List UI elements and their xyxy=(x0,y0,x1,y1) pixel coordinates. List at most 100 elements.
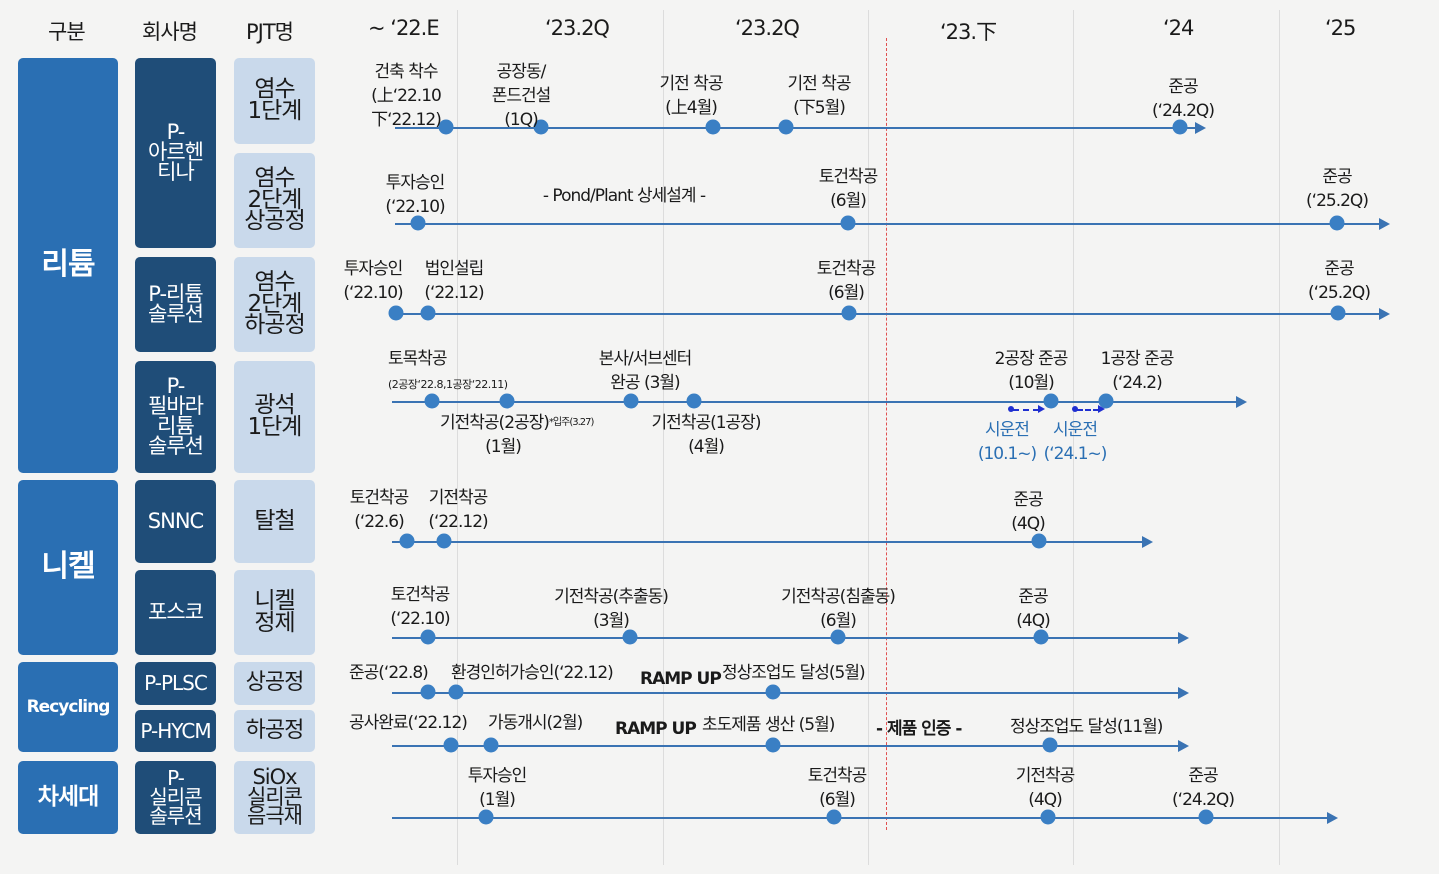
milestone-label: 기전착공(침출동) (6월) xyxy=(781,587,896,631)
milestone-label: 법인설립 (‘22.12) xyxy=(424,259,484,303)
project-iron-removal: 탈철 xyxy=(234,480,315,563)
milestone-sublabel: (2공장‘22.8,1공장‘22.11) xyxy=(388,378,508,391)
milestone-label: 기전착공(추출동) (3월) xyxy=(554,587,669,631)
milestone-dot xyxy=(420,684,436,700)
timeline-arrow xyxy=(1178,687,1189,699)
milestone-dot xyxy=(478,809,494,825)
milestone-label: 준공 (‘25.2Q) xyxy=(1308,259,1371,303)
grid-line xyxy=(1279,10,1280,865)
ramp-up-label: RAMP UP xyxy=(615,719,697,739)
project-ore-1: 광석 1단계 xyxy=(234,361,315,473)
trial-run-start xyxy=(1008,406,1014,412)
milestone-label: 준공 (‘25.2Q) xyxy=(1306,167,1369,211)
milestone-dot xyxy=(765,737,781,753)
milestone-dot xyxy=(533,119,549,135)
project-upper-process: 상공정 xyxy=(234,662,315,705)
milestone-label-below: (1월) xyxy=(485,437,522,457)
header-project: PJT명 xyxy=(246,20,294,44)
timeline-arrow xyxy=(1142,536,1153,548)
milestone-dot xyxy=(420,629,436,645)
phase-label: - 제품 인증 - xyxy=(876,719,962,739)
milestone-text: 기전착공(2공장) xyxy=(440,413,550,433)
milestone-dot xyxy=(443,737,459,753)
milestone-dot xyxy=(1172,119,1188,135)
milestone-dot xyxy=(1098,393,1114,409)
milestone-dot xyxy=(1198,809,1214,825)
milestone-dot xyxy=(1043,393,1059,409)
milestone-label: 2공장 준공 (10월) xyxy=(994,349,1069,393)
milestone-dot xyxy=(1329,215,1345,231)
company-snnc: SNNC xyxy=(135,480,216,563)
milestone-label: 건축 착수 (上‘22.10 下‘22.12) xyxy=(371,62,442,130)
header-period-4: ‘23.下 xyxy=(940,20,997,44)
trial-run-arrowhead xyxy=(1098,405,1105,413)
grid-line xyxy=(868,10,869,865)
milestone-label: 투자승인 (‘22.10) xyxy=(343,259,403,303)
milestone-dot xyxy=(622,629,638,645)
timeline-arrow xyxy=(1178,740,1189,752)
current-time-marker xyxy=(886,38,887,830)
company-p-lithium-solution: P-리튬 솔루션 xyxy=(135,257,216,352)
company-p-silicon: P- 실리콘 솔루션 xyxy=(135,761,216,834)
milestone-label: 정상조업도 달성(5월) xyxy=(722,663,866,683)
milestone-label: 준공(‘22.8) xyxy=(349,663,429,683)
timeline-line xyxy=(392,745,1178,747)
timeline-line xyxy=(392,401,1236,403)
timeline-line xyxy=(395,223,1379,225)
milestone-label: 기전착공 (4Q) xyxy=(1015,766,1076,810)
timeline-arrow xyxy=(1178,632,1189,644)
milestone-label: 환경인허가승인(‘22.12) xyxy=(451,663,614,683)
timeline-line xyxy=(392,637,1178,639)
grid-line xyxy=(457,10,458,865)
milestone-label: 가동개시(2월) xyxy=(488,713,583,733)
trial-run-arrowhead xyxy=(1038,405,1045,413)
milestone-dot xyxy=(1040,809,1056,825)
timeline-line xyxy=(392,541,1142,543)
company-posco: 포스코 xyxy=(135,570,216,655)
ramp-up-label: RAMP UP xyxy=(640,669,722,689)
milestone-dot xyxy=(438,119,454,135)
project-nickel-refining: 니켈 정제 xyxy=(234,570,315,655)
milestone-label: 토건착공 (‘22.10) xyxy=(390,585,450,629)
milestone-dot xyxy=(410,215,426,231)
timeline-arrow xyxy=(1379,218,1390,230)
timeline-line xyxy=(392,817,1327,819)
milestone-dot xyxy=(841,305,857,321)
milestone-dot xyxy=(483,737,499,753)
header-period-1: ~ ‘22.E xyxy=(368,16,440,40)
header-period-5: ‘24 xyxy=(1163,16,1194,40)
category-lithium: 리튬 xyxy=(18,58,118,473)
milestone-label: 기전착공 (‘22.12) xyxy=(428,488,488,532)
phase-label: - Pond/Plant 상세설계 - xyxy=(542,186,706,206)
company-p-hycm: P-HYCM xyxy=(135,710,216,752)
company-p-argentina: P- 아르헨 티나 xyxy=(135,58,216,248)
milestone-dot xyxy=(765,684,781,700)
timeline-arrow xyxy=(1195,122,1206,134)
milestone-label: 토건착공 (‘22.6) xyxy=(349,488,410,532)
category-nextgen: 차세대 xyxy=(18,761,118,834)
milestone-dot xyxy=(1042,737,1058,753)
grid-line xyxy=(1073,10,1074,865)
project-brine-2-lower: 염수 2단계 하공정 xyxy=(234,257,315,352)
milestone-label: 토건착공 (6월) xyxy=(807,766,868,810)
trial-run-arrow xyxy=(1077,409,1099,411)
milestone-dot xyxy=(424,393,440,409)
header-period-3: ‘23.2Q xyxy=(735,16,800,40)
company-p-pilbara: P- 필바라 리튬 솔루션 xyxy=(135,361,216,473)
milestone-label: 투자승인 (‘22.10) xyxy=(385,173,445,217)
timeline-line xyxy=(392,692,1178,694)
milestone-label: 정상조업도 달성(11월) xyxy=(1010,717,1163,737)
grid-line xyxy=(663,10,664,865)
milestone-label: 토건착공 (6월) xyxy=(818,167,879,211)
milestone-label: 준공 (‘24.2Q) xyxy=(1152,77,1215,121)
header-category: 구분 xyxy=(48,20,86,44)
milestone-dot xyxy=(778,119,794,135)
milestone-label: 기전 착공 (下5월) xyxy=(787,74,852,118)
project-lower-process: 하공정 xyxy=(234,710,315,752)
milestone-label: 초도제품 생산 (5월) xyxy=(702,715,835,735)
timeline-line xyxy=(395,127,1195,129)
milestone-label-below: 기전착공(2공장)*입주(3.27) xyxy=(440,411,594,435)
milestone-dot xyxy=(705,119,721,135)
milestone-dot xyxy=(686,393,702,409)
milestone-dot xyxy=(436,533,452,549)
